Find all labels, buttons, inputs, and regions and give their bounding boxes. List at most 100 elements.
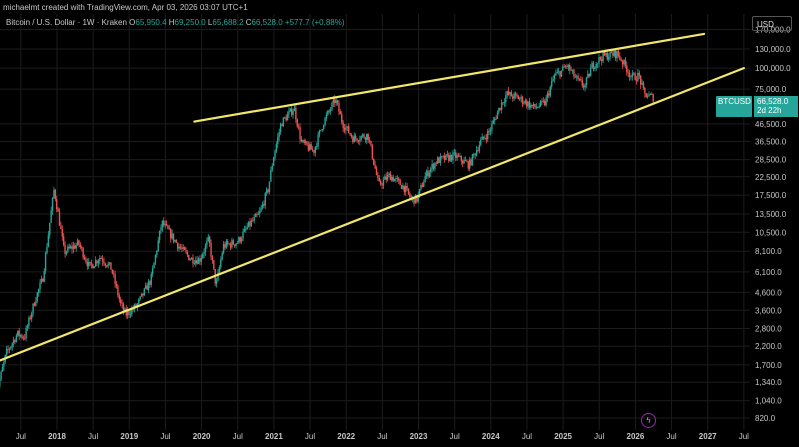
candle-body (190, 257, 193, 260)
candle-body (527, 101, 529, 107)
candle-body (603, 51, 606, 56)
candle-body (605, 53, 607, 56)
candle-body (303, 140, 305, 143)
y-tick-label: 100,000.0 (755, 64, 791, 73)
candle-body (78, 240, 80, 245)
candle-body (196, 260, 198, 264)
candle-body (348, 126, 350, 134)
candle-body (51, 197, 54, 211)
candle-body (651, 94, 653, 95)
candle-body (183, 247, 186, 250)
y-tick-label: 13,500.0 (755, 210, 787, 219)
candle-body (257, 213, 260, 215)
candle-body (263, 204, 265, 206)
candle-body (12, 339, 15, 344)
candle-body (381, 184, 383, 186)
candle-body (507, 91, 510, 95)
candle-body (544, 100, 546, 106)
candle-body (97, 260, 100, 264)
candle-body (188, 254, 190, 261)
lightning-icon[interactable]: ϟ (641, 413, 656, 428)
candle-body (268, 181, 271, 192)
candle-body (594, 67, 596, 69)
candle-body (520, 96, 522, 99)
candle-body (104, 263, 107, 266)
x-tick-label: Jul (305, 432, 315, 441)
candle-body (256, 214, 258, 216)
candle-body (389, 173, 392, 181)
candle-body (265, 189, 268, 194)
candle-body (199, 258, 201, 262)
candle-body (124, 308, 126, 311)
grid (0, 14, 750, 430)
candle-body (463, 160, 465, 164)
candle-body (598, 57, 600, 64)
candle-body (33, 303, 36, 306)
candle-body (450, 154, 453, 161)
candle-body (282, 117, 285, 127)
candle-body (620, 59, 622, 61)
candle-body (222, 244, 225, 254)
candle-body (64, 244, 66, 254)
candle-body (207, 236, 209, 242)
candle-body (75, 245, 77, 249)
y-tick-label: 22,500.0 (755, 173, 787, 182)
candle-body (524, 100, 526, 104)
candle-body (131, 308, 133, 315)
x-tick-label: Jul (160, 432, 170, 441)
candle-body (267, 189, 269, 192)
candle-body (442, 155, 444, 157)
price-tag-price: 66,528.0 (757, 97, 789, 106)
candle-body (644, 87, 646, 94)
candle-body (140, 293, 143, 297)
candle-body (47, 234, 50, 247)
candle-body (146, 285, 148, 291)
candle-body (542, 100, 545, 102)
candle-body (637, 72, 639, 81)
low-label: L (207, 18, 213, 27)
candle-body (125, 308, 127, 316)
candle-body (331, 102, 333, 110)
candle-body (585, 77, 588, 85)
candle-body (453, 152, 456, 154)
candle-body (414, 194, 417, 204)
price-axis: 820.0 1,040.0 1,340.0 1,700.0 2,200.0 2,800.0… (755, 26, 791, 424)
candle-body (612, 53, 614, 56)
candle-body (253, 217, 255, 221)
currency-button[interactable]: USD (752, 16, 792, 31)
candle-body (302, 140, 304, 142)
candle-body (587, 73, 589, 78)
candle-body (147, 281, 150, 291)
candle-body (40, 278, 43, 283)
candle-body (32, 303, 34, 314)
candle-body (21, 335, 23, 338)
candle-body (106, 265, 108, 267)
candle-body (231, 240, 233, 248)
x-tick-label: 2026 (627, 432, 645, 441)
candle-body (473, 153, 475, 155)
candle-body (395, 178, 397, 180)
candle-body (528, 101, 531, 108)
candle-body (339, 111, 342, 115)
x-tick-label: 2019 (120, 432, 138, 441)
y-tick-label: 2,200.0 (755, 342, 782, 351)
candle-body (595, 63, 597, 68)
candle-body (566, 66, 568, 67)
candle-body (378, 177, 380, 182)
candle-body (79, 244, 82, 247)
candle-body (18, 330, 20, 337)
candle-body (110, 262, 112, 270)
price-tag-countdown: 2d 22h (757, 106, 782, 115)
x-tick-label: 2022 (337, 432, 355, 441)
candle-body (8, 348, 11, 350)
candle-body (353, 135, 355, 143)
candle-body (306, 141, 308, 146)
symbol-name[interactable]: Bitcoin / U.S. Dollar · 1W · Kraken (6, 18, 127, 27)
candle-body (129, 314, 132, 316)
candle-body (406, 186, 408, 189)
x-tick-label: 2027 (699, 432, 717, 441)
candle-body (46, 246, 48, 254)
candle-body (143, 288, 146, 296)
candle-body (153, 262, 155, 269)
